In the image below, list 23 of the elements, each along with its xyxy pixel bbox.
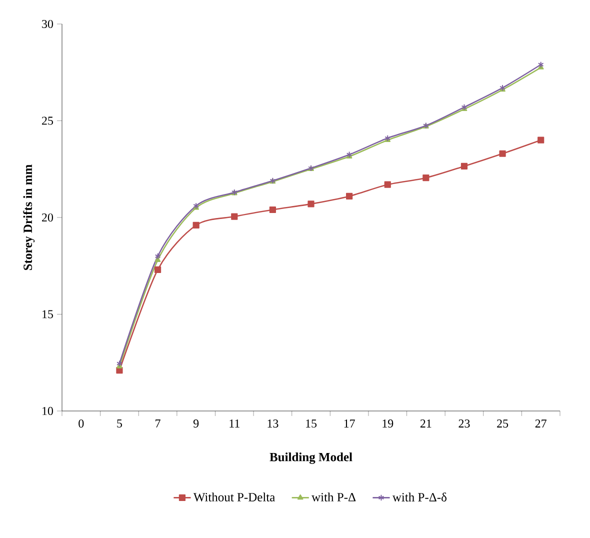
x-tick-label: 23 xyxy=(458,420,470,428)
x-tick-label: 9 xyxy=(193,420,199,428)
x-tick-label: 5 xyxy=(117,420,122,428)
x-tick-label: 19 xyxy=(382,420,394,428)
y-axis-title: Storey Drifts in mm xyxy=(23,164,35,270)
x-tick-label: 27 xyxy=(535,420,546,428)
legend-label: with P-Δ-δ xyxy=(392,492,446,502)
x-tick-label: 25 xyxy=(497,420,508,428)
x-tick-label: 15 xyxy=(306,420,317,428)
x-tick-label: 13 xyxy=(268,420,278,428)
y-tick-label: 25 xyxy=(42,116,54,125)
x-tick-label: 21 xyxy=(420,420,432,428)
y-tick-label: 20 xyxy=(42,213,54,222)
y-tick-label: 15 xyxy=(42,310,54,318)
legend-label: Without P-Delta xyxy=(193,492,276,502)
x-tick-label: 0 xyxy=(78,420,84,428)
x-tick-label: 11 xyxy=(230,420,240,428)
y-tick-label: 30 xyxy=(42,20,54,28)
x-axis-title: Building Model xyxy=(270,452,352,464)
legend-label: with P-Δ xyxy=(312,492,356,502)
x-tick-label: 17 xyxy=(344,420,355,428)
y-tick-label: 10 xyxy=(42,406,54,416)
x-tick-label: 7 xyxy=(156,420,160,428)
